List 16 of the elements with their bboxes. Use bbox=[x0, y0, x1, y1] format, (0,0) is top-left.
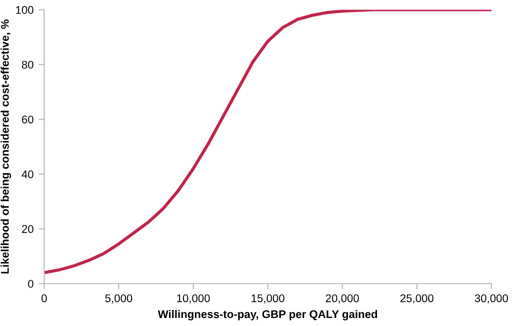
x-tick-label: 30,000 bbox=[474, 294, 508, 304]
y-axis-title: Likelihood of being considered cost-effective, % bbox=[0, 19, 12, 274]
x-tick-label: 10,000 bbox=[177, 294, 210, 304]
line-series bbox=[44, 10, 492, 274]
x-tick-label: 15,000 bbox=[252, 294, 284, 304]
y-tick-label: 20 bbox=[22, 225, 34, 233]
y-tick-label: 60 bbox=[22, 116, 34, 124]
y-tick-label: 40 bbox=[22, 170, 34, 178]
y-tick-label: 0 bbox=[28, 280, 34, 288]
x-axis-title: Willingness-to-pay, GBP per QALY gained bbox=[158, 310, 378, 320]
x-tick-label: 20,000 bbox=[326, 294, 359, 304]
x-tick-label: 0 bbox=[42, 294, 47, 302]
y-tick-label: 100 bbox=[16, 6, 34, 14]
y-tick-label: 80 bbox=[22, 60, 34, 69]
x-tick-label: 5,000 bbox=[105, 294, 132, 304]
x-tick-label: 25,000 bbox=[400, 294, 434, 304]
